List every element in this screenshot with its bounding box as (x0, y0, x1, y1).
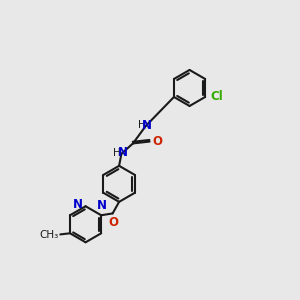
Text: N: N (142, 119, 152, 132)
Text: N: N (118, 146, 128, 159)
Text: O: O (153, 135, 163, 148)
Text: Cl: Cl (210, 90, 223, 103)
Text: N: N (73, 198, 83, 211)
Text: H: H (113, 148, 121, 158)
Text: H: H (138, 120, 146, 130)
Text: N: N (98, 200, 107, 212)
Text: CH₃: CH₃ (39, 230, 58, 240)
Text: O: O (108, 216, 118, 230)
